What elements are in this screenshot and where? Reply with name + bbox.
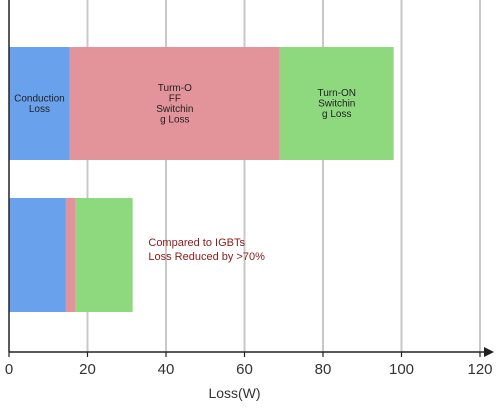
- x-tick-label: 120: [467, 361, 492, 378]
- x-tick-label: 40: [158, 361, 175, 378]
- segment-label: Conduction Loss: [14, 93, 65, 115]
- x-tick-label: 60: [236, 361, 253, 378]
- x-tick-label: 20: [79, 361, 96, 378]
- segment-labels: Conduction Loss Turm-O FF Switchin g Loss Turn…: [14, 83, 356, 126]
- annotation-text: Compared to IGBTs Loss Reduced by >70%: [148, 237, 265, 263]
- bar-segment: [9, 198, 66, 312]
- x-axis: 0 20 40 60 80 100 120: [5, 0, 494, 378]
- comparison-annotation: Compared to IGBTs Loss Reduced by >70%: [148, 237, 265, 263]
- bars: [9, 47, 394, 312]
- x-axis-arrow: [484, 347, 494, 357]
- x-axis-title: Loss(W): [208, 385, 260, 401]
- segment-label: Turm-O FF Switchin g Loss: [156, 83, 193, 126]
- bar-segment: [75, 198, 133, 312]
- bar-segment: [279, 47, 394, 160]
- x-tick-label: 100: [389, 361, 414, 378]
- bar-segment: [69, 47, 280, 160]
- bar-segment: [9, 47, 70, 160]
- segment-label: Turn-ON Switchin g Loss: [317, 88, 356, 120]
- bar-segment: [65, 198, 76, 312]
- x-tick-label: 0: [5, 361, 13, 378]
- x-tick-label: 80: [315, 361, 332, 378]
